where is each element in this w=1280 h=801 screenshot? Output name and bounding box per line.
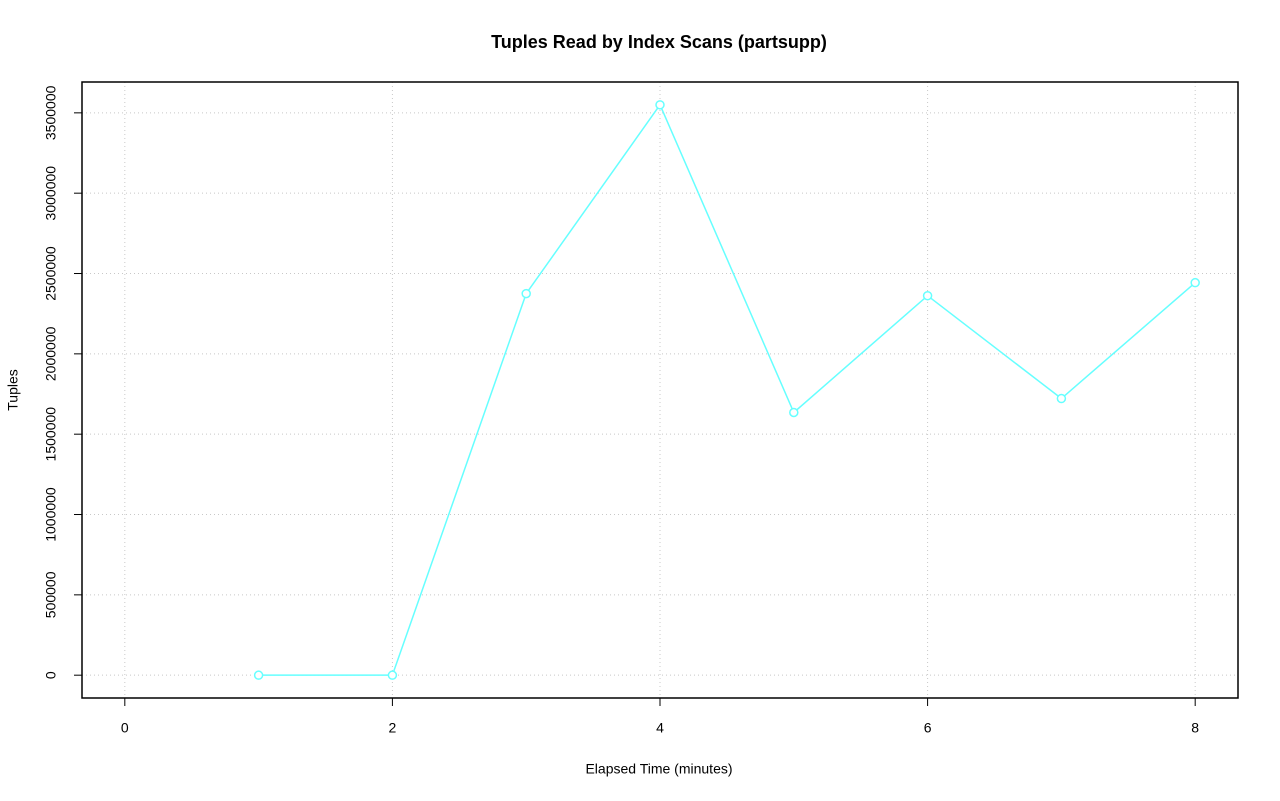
data-point — [253, 670, 264, 680]
x-tick-label: 6 — [924, 720, 932, 736]
y-tick-label: 3000000 — [43, 166, 59, 221]
x-tick-label: 4 — [656, 720, 664, 736]
data-point — [922, 290, 933, 301]
data-point — [521, 288, 531, 299]
plot-frame — [81, 81, 1239, 699]
data-point — [655, 100, 665, 110]
data-point — [1190, 277, 1200, 288]
data-point — [1056, 393, 1067, 404]
x-tick-label: 8 — [1191, 720, 1199, 736]
y-tick-label: 2000000 — [43, 326, 59, 381]
y-tick-label: 2500000 — [43, 246, 59, 301]
data-point — [789, 407, 799, 418]
x-tick-label: 0 — [121, 720, 129, 736]
chart-title: Tuples Read by Index Scans (partsupp) — [491, 32, 827, 52]
series-line — [258, 103, 1196, 676]
y-tick-label: 1000000 — [43, 487, 59, 542]
y-tick-label: 3500000 — [43, 85, 59, 140]
x-tick-label: 2 — [389, 720, 397, 736]
y-tick-label: 1500000 — [43, 407, 59, 462]
y-tick-label: 0 — [43, 671, 59, 679]
data-point — [387, 670, 398, 680]
y-tick-label: 500000 — [43, 571, 59, 618]
y-axis-label: Tuples — [5, 369, 21, 411]
x-axis-label: Elapsed Time (minutes) — [585, 761, 732, 777]
